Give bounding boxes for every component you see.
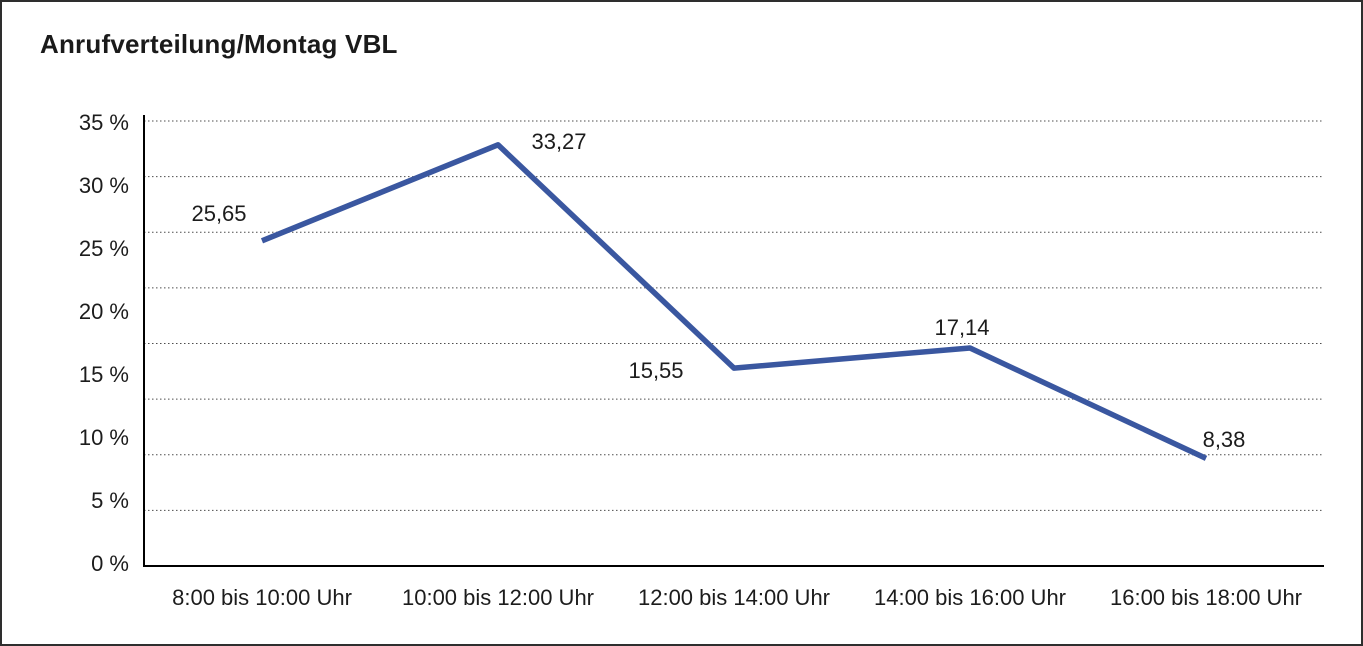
data-label: 17,14 <box>934 315 990 341</box>
series-line <box>260 142 1208 461</box>
data-label: 15,55 <box>628 358 684 384</box>
y-tick-label: 20 % <box>78 299 129 324</box>
data-label: 8,38 <box>1202 427 1246 453</box>
x-tick-label: 8:00 bis 10:00 Uhr <box>172 585 352 610</box>
x-tick-label: 14:00 bis 16:00 Uhr <box>873 585 1067 610</box>
y-tick-label: 30 % <box>78 173 129 198</box>
y-tick-label: 10 % <box>78 425 129 450</box>
y-tick-label: 35 % <box>78 110 129 135</box>
chart-title: Anrufverteilung/Montag VBL <box>40 29 398 59</box>
y-tick-label: 15 % <box>78 362 129 387</box>
y-tick-label: 25 % <box>78 236 129 261</box>
x-tick-label: 10:00 bis 12:00 Uhr <box>401 585 595 610</box>
x-tick-label: 16:00 bis 18:00 Uhr <box>1109 585 1303 610</box>
x-tick-label: 12:00 bis 14:00 Uhr <box>637 585 831 610</box>
y-tick-label: 0 % <box>91 551 129 576</box>
data-label: 25,65 <box>191 200 247 226</box>
y-tick-label: 5 % <box>91 488 129 513</box>
data-label: 33,27 <box>531 128 587 154</box>
